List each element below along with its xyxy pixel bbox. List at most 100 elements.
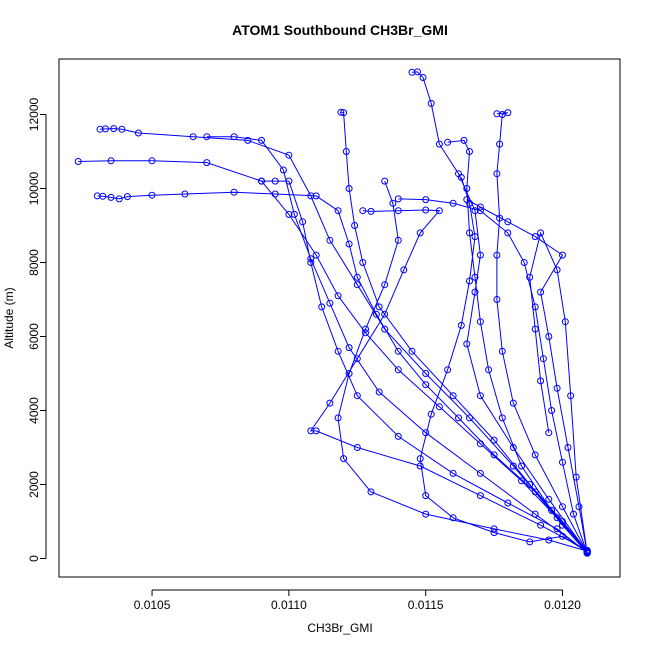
data-point [400, 266, 408, 274]
data-point [148, 157, 156, 165]
data-point [427, 99, 435, 107]
series-line [206, 136, 588, 553]
data-point [230, 188, 238, 196]
data-point [299, 218, 307, 226]
data-point [466, 148, 473, 155]
data-point [435, 403, 443, 411]
data-point [326, 236, 334, 244]
series-line [261, 180, 588, 553]
data-point [96, 125, 104, 133]
data-point [531, 233, 539, 241]
data-point [504, 499, 512, 507]
data-point [334, 292, 342, 300]
data-point [416, 455, 424, 463]
data-point [575, 503, 583, 511]
series [408, 68, 591, 556]
data-point [408, 347, 416, 355]
data-point [471, 273, 479, 281]
data-point [345, 185, 353, 192]
data-point [559, 458, 566, 466]
data-point [493, 251, 501, 259]
data-point [422, 381, 430, 389]
data-point [476, 469, 484, 477]
data-point [526, 538, 534, 546]
data-point [362, 325, 369, 333]
data-point [496, 140, 504, 148]
data-point [307, 427, 315, 435]
data-point [345, 240, 353, 248]
data-point [389, 199, 397, 207]
data-point [545, 495, 553, 503]
data-point [537, 521, 545, 529]
data-point [337, 108, 345, 116]
data-point [416, 229, 424, 237]
data-point [490, 451, 498, 459]
data-point [493, 110, 501, 118]
data-point [285, 151, 293, 159]
data-point [449, 392, 457, 400]
data-point [394, 207, 402, 215]
data-point [526, 273, 534, 281]
series-line [78, 160, 588, 552]
data-point [422, 429, 430, 437]
data-point [476, 203, 484, 211]
data-point [559, 503, 566, 511]
data-point [520, 259, 528, 266]
data-point [435, 140, 443, 148]
data-point [493, 296, 501, 303]
data-point [394, 347, 402, 355]
data-point [134, 129, 142, 137]
data-point [476, 392, 484, 400]
series-line [466, 199, 588, 554]
data-point [444, 366, 452, 374]
data-point [548, 407, 556, 414]
series [463, 196, 591, 557]
data-point [290, 210, 298, 218]
data-point [518, 462, 525, 470]
data-point [545, 429, 553, 437]
data-point [427, 410, 435, 418]
data-point [115, 195, 123, 203]
data-point [181, 190, 189, 198]
data-point [490, 436, 498, 444]
data-point [345, 370, 353, 377]
data-point [457, 173, 465, 181]
data-point [531, 510, 539, 518]
data-point [466, 277, 473, 285]
data-point [476, 492, 484, 500]
series-layer [74, 68, 591, 557]
data-point [466, 199, 473, 207]
series-line [447, 139, 588, 552]
data-point [107, 193, 115, 201]
data-point [548, 506, 556, 514]
data-point [244, 136, 252, 144]
data-point [460, 136, 468, 144]
data-point [340, 455, 348, 463]
data-point [496, 214, 504, 222]
data-point [559, 251, 566, 259]
data-point [476, 318, 484, 326]
data-point [351, 222, 359, 229]
y-tick-label: 0 [27, 555, 41, 562]
data-point [537, 229, 545, 237]
x-axis-label: CH3Br_GMI [307, 621, 372, 635]
y-tick-label: 12000 [27, 97, 41, 131]
data-point [74, 158, 82, 165]
data-point [559, 518, 566, 525]
series-line [529, 231, 588, 554]
data-point [422, 196, 430, 204]
x-tick-label: 0.0115 [408, 598, 444, 612]
data-point [118, 125, 126, 133]
data-point [394, 432, 402, 440]
data-point [553, 525, 561, 533]
y-tick-label: 8000 [27, 249, 41, 276]
data-point [457, 321, 465, 329]
series-line [496, 112, 588, 553]
y-axis: 0 2000 4000 6000 8000 10000 12000 [27, 97, 47, 562]
data-point [526, 481, 534, 488]
data-point [509, 462, 517, 470]
data-point [455, 414, 462, 422]
data-point [466, 414, 473, 422]
series-line [398, 198, 588, 554]
x-tick-label: 0.0105 [134, 598, 171, 612]
